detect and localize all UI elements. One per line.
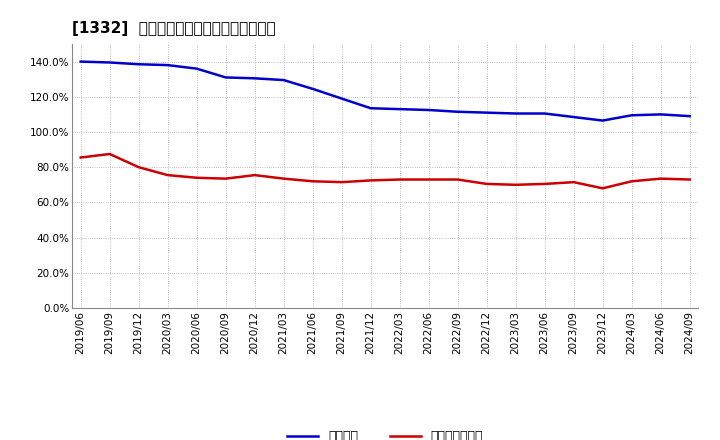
固定比率	[135, 62, 143, 67]
Line: 固定比率: 固定比率	[81, 62, 690, 121]
固定長期適合率	[570, 180, 578, 185]
固定比率	[105, 60, 114, 65]
固定比率	[366, 106, 375, 111]
固定長期適合率	[366, 178, 375, 183]
固定比率	[685, 114, 694, 119]
固定長期適合率	[76, 155, 85, 160]
固定長期適合率	[192, 175, 201, 180]
固定長期適合率	[454, 177, 462, 182]
固定比率	[511, 111, 520, 116]
固定長期適合率	[482, 181, 491, 187]
固定比率	[279, 77, 288, 83]
固定比率	[221, 75, 230, 80]
Text: [1332]  固定比率、固定長期適合率の推移: [1332] 固定比率、固定長期適合率の推移	[72, 21, 276, 36]
固定長期適合率	[251, 172, 259, 178]
固定比率	[338, 96, 346, 101]
固定比率	[598, 118, 607, 123]
固定長期適合率	[541, 181, 549, 187]
固定比率	[482, 110, 491, 115]
固定比率	[308, 86, 317, 92]
固定比率	[395, 106, 404, 112]
固定比率	[454, 109, 462, 114]
固定比率	[570, 114, 578, 120]
固定比率	[627, 113, 636, 118]
固定長期適合率	[338, 180, 346, 185]
固定比率	[541, 111, 549, 116]
固定比率	[424, 107, 433, 113]
固定比率	[163, 62, 172, 68]
Line: 固定長期適合率: 固定長期適合率	[81, 154, 690, 188]
固定長期適合率	[105, 151, 114, 157]
固定長期適合率	[627, 179, 636, 184]
固定長期適合率	[598, 186, 607, 191]
固定長期適合率	[135, 165, 143, 170]
固定長期適合率	[163, 172, 172, 178]
固定比率	[657, 112, 665, 117]
固定長期適合率	[511, 182, 520, 187]
固定長期適合率	[279, 176, 288, 181]
固定比率	[251, 76, 259, 81]
固定長期適合率	[308, 179, 317, 184]
固定長期適合率	[221, 176, 230, 181]
固定長期適合率	[424, 177, 433, 182]
固定長期適合率	[685, 177, 694, 182]
Legend: 固定比率, 固定長期適合率: 固定比率, 固定長期適合率	[282, 425, 488, 440]
固定長期適合率	[395, 177, 404, 182]
固定比率	[76, 59, 85, 64]
固定長期適合率	[657, 176, 665, 181]
固定比率	[192, 66, 201, 71]
